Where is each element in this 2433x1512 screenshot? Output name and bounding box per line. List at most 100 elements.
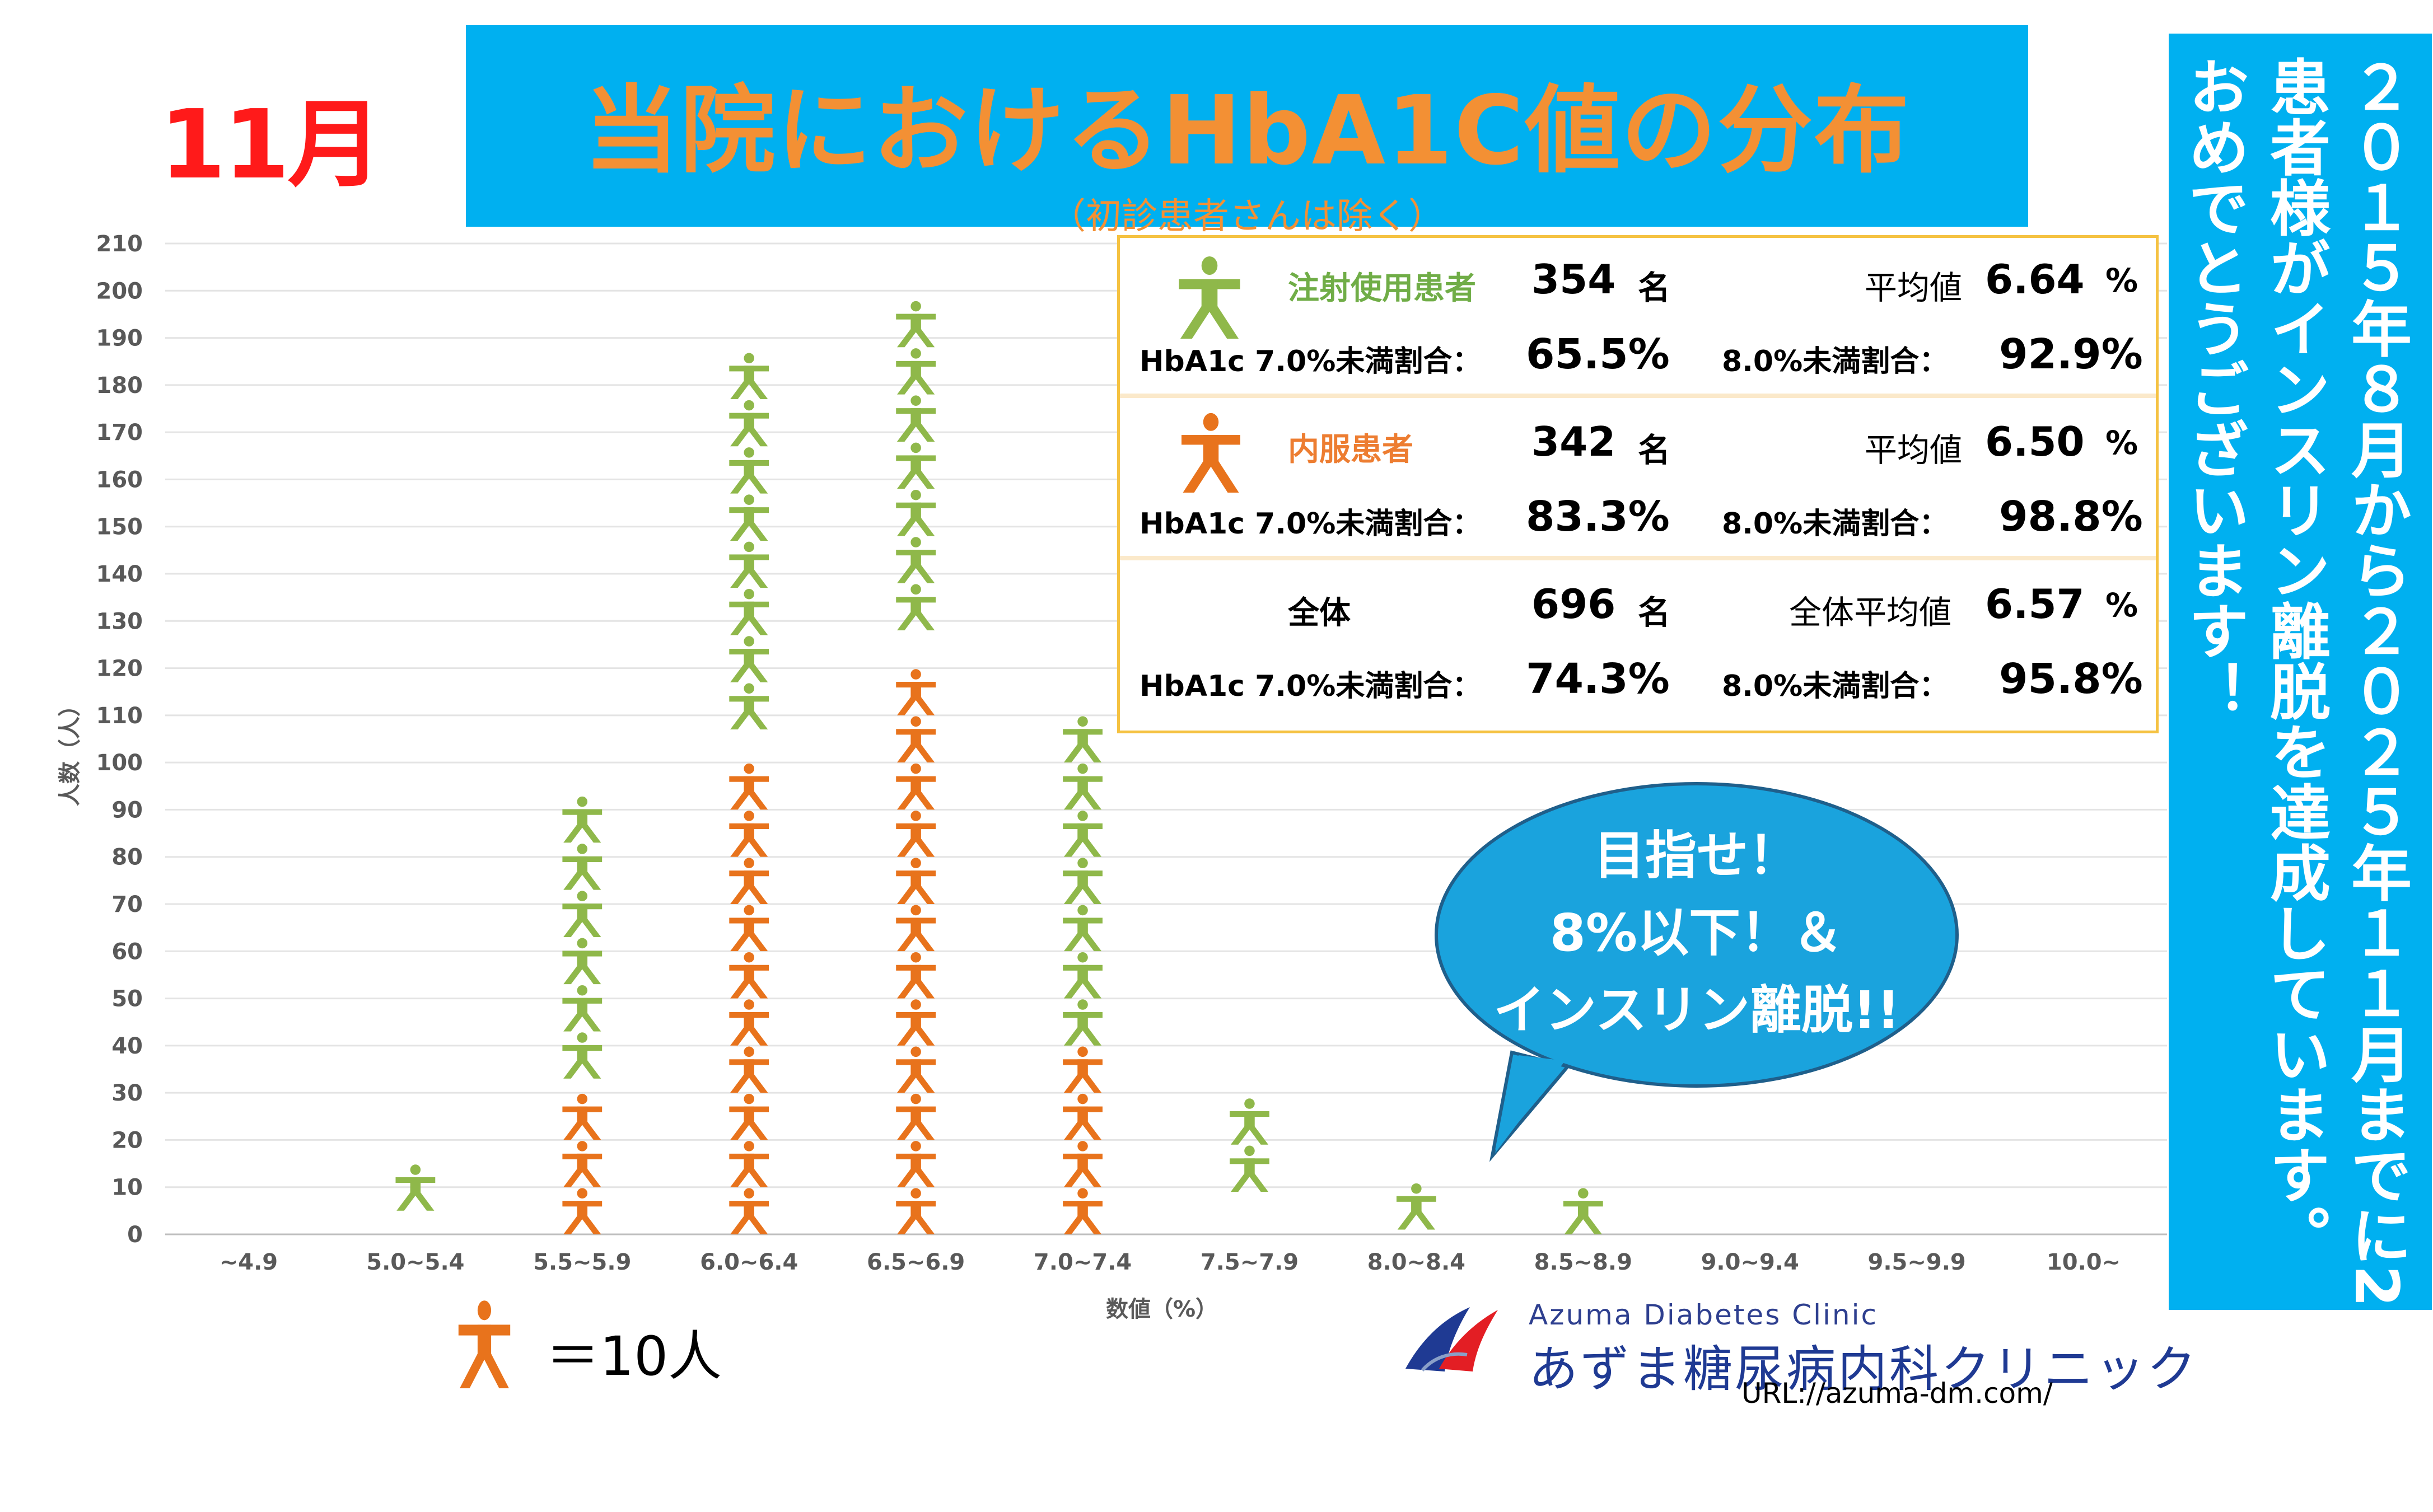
y-tick-label: 140 xyxy=(96,561,143,587)
x-tick-label: 6.5~6.9 xyxy=(867,1249,965,1275)
person-mark-partial xyxy=(896,277,936,301)
clinic-url: URL://azuma-dm.com/ xyxy=(1741,1377,2053,1410)
person-mark xyxy=(729,905,769,952)
person-mark xyxy=(896,999,936,1046)
bar-injection xyxy=(395,1130,436,1211)
bubble-line-3: インスリン離脱!! xyxy=(1493,980,1900,1040)
y-axis-label: 人数（人） xyxy=(57,694,83,806)
bar-injection xyxy=(1396,1159,1436,1230)
injection-count: 354 xyxy=(1531,256,1616,303)
bar-injection xyxy=(562,772,603,1079)
total-avg-unit: % xyxy=(2105,586,2138,624)
person-mark xyxy=(729,1046,769,1093)
person-mark xyxy=(1063,905,1103,952)
oral-under8-label: 8.0%未満割合： xyxy=(1722,507,1949,541)
oral-label: 内服患者 xyxy=(1288,432,1413,468)
person-mark xyxy=(729,588,769,635)
person-mark xyxy=(896,489,936,536)
person-mark-partial xyxy=(1230,1192,1269,1234)
person-mark xyxy=(729,400,769,447)
person-mark xyxy=(1063,999,1103,1046)
person-mark xyxy=(562,1141,603,1187)
person-mark xyxy=(729,811,769,857)
person-mark xyxy=(896,716,936,763)
person-mark xyxy=(896,1188,936,1234)
bar-oral xyxy=(729,729,769,1234)
person-mark xyxy=(1063,858,1103,904)
y-tick-label: 190 xyxy=(96,326,143,352)
injection-under8-label: 8.0%未満割合： xyxy=(1722,345,1949,378)
total-under8-value: 95.8% xyxy=(1999,655,2143,703)
y-tick-label: 120 xyxy=(96,656,143,682)
x-tick-label: 9.5~9.9 xyxy=(1868,1249,1966,1275)
stats-panel: 注射使用患者 354 名 平均値 6.64 % HbA1c 7.0%未満割合： … xyxy=(1117,235,2159,733)
person-mark xyxy=(1063,952,1103,999)
bar-oral xyxy=(228,1225,269,1234)
x-tick-label: 7.0~7.4 xyxy=(1034,1249,1132,1275)
y-tick-label: 50 xyxy=(111,986,143,1012)
injection-person-icon xyxy=(1173,255,1246,339)
injection-count-unit: 名 xyxy=(1638,269,1671,307)
bar-injection xyxy=(729,328,769,730)
person-mark xyxy=(729,952,769,999)
person-mark xyxy=(729,999,769,1046)
injection-avg-label: 平均値 xyxy=(1865,269,1963,307)
y-tick-label: 30 xyxy=(111,1080,143,1106)
person-mark xyxy=(562,1093,603,1140)
bar-injection xyxy=(1230,1064,1269,1192)
person-mark xyxy=(1063,1093,1103,1140)
total-under8-label: 8.0%未満割合： xyxy=(1722,670,1949,703)
y-axis-ticks: 0 10 20 30 40 50 60 70 80 90 100 110 120 130 140 150 160… xyxy=(96,231,143,1248)
injection-under7-value: 65.5% xyxy=(1526,330,1670,378)
person-mark xyxy=(562,891,603,937)
total-avg-value: 6.57 xyxy=(1985,581,2085,628)
person-mark xyxy=(1063,1141,1103,1187)
oral-person-icon xyxy=(1176,411,1246,493)
person-mark xyxy=(562,938,603,985)
y-tick-label: 20 xyxy=(111,1127,143,1153)
person-mark xyxy=(562,796,603,843)
page-title: 当院におけるHbA1C値の分布 xyxy=(583,76,1911,186)
person-mark-partial xyxy=(2063,1229,2104,1234)
person-mark xyxy=(729,1188,769,1234)
person-mark xyxy=(896,1141,936,1187)
person-mark xyxy=(896,348,936,395)
y-tick-label: 150 xyxy=(96,514,143,540)
total-count: 696 xyxy=(1531,581,1616,628)
injection-avg-unit: % xyxy=(2105,261,2138,299)
oral-avg-value: 6.50 xyxy=(1985,418,2085,465)
x-tick-label: ~4.9 xyxy=(220,1249,278,1275)
stats-separator xyxy=(1120,556,2156,560)
person-mark xyxy=(1063,763,1103,810)
speech-bubble-text: 目指せ！ 8%以下！＆ インスリン離脱!! xyxy=(1433,817,1960,1049)
person-mark xyxy=(896,811,936,857)
person-mark xyxy=(729,763,769,810)
person-mark xyxy=(562,985,603,1032)
person-mark xyxy=(562,1032,603,1079)
person-mark xyxy=(1396,1183,1436,1230)
y-tick-label: 40 xyxy=(111,1033,143,1059)
x-tick-label: 6.0~6.4 xyxy=(700,1249,798,1275)
person-mark xyxy=(896,858,936,904)
person-mark xyxy=(729,1093,769,1140)
x-tick-label: 10.0~ xyxy=(2047,1249,2121,1275)
person-mark xyxy=(729,858,769,904)
person-mark-partial xyxy=(1063,696,1103,715)
person-mark xyxy=(896,537,936,583)
person-mark xyxy=(896,952,936,999)
oral-under7-label: HbA1c 7.0%未満割合： xyxy=(1140,507,1482,541)
y-tick-label: 110 xyxy=(96,703,143,729)
x-tick-label: 9.0~9.4 xyxy=(1701,1249,1799,1275)
injection-under7-label: HbA1c 7.0%未満割合： xyxy=(1140,345,1482,378)
side-note-line-1: ２０１５年８月から２０２５年１１月までに208名の xyxy=(2341,56,2411,1512)
x-tick-label: 8.0~8.4 xyxy=(1367,1249,1465,1275)
side-note-line-3: おめでとうございます！ xyxy=(2179,56,2249,721)
y-tick-label: 10 xyxy=(111,1175,143,1201)
person-mark-partial xyxy=(1563,1182,1603,1187)
injection-label: 注射使用患者 xyxy=(1288,270,1476,307)
y-tick-label: 60 xyxy=(111,939,143,965)
y-tick-label: 170 xyxy=(96,420,143,446)
person-mark xyxy=(1063,1046,1103,1093)
bubble-line-1: 目指せ！ xyxy=(1593,826,1800,886)
clinic-name-en: Azuma Diabetes Clinic xyxy=(1529,1299,1878,1331)
